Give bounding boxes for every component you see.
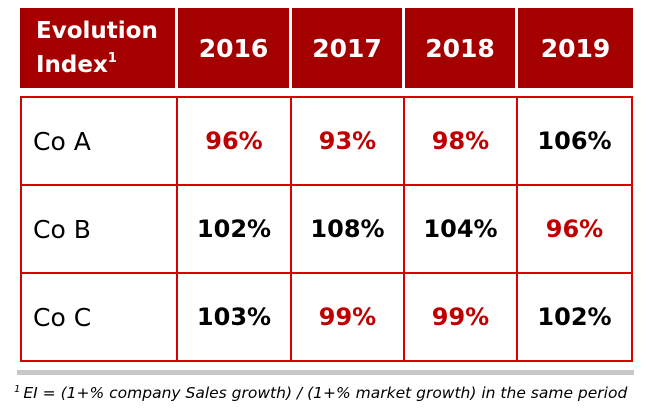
value-cell: 96% [178,96,292,186]
table-row: Co B 102% 108% 104% 96% [20,186,633,274]
header-footnote-marker: 1 [107,50,117,66]
value-cell: 106% [518,96,633,186]
evolution-index-table: Evolution Index1 2016 2017 2018 2019 Co … [20,8,633,362]
value-cell: 102% [518,274,633,362]
header-spacer-row [20,88,633,96]
header-spacer [20,88,633,96]
company-name-co-b: Co B [20,186,178,274]
table-row: Co A 96% 93% 98% 106% [20,96,633,186]
year-header-2019: 2019 [518,8,633,88]
footnote: 1 EI = (1+% company Sales growth) / (1+% … [14,384,639,402]
header-label-line2: Index [36,51,108,78]
value-cell: 98% [405,96,518,186]
value-cell: 99% [292,274,405,362]
table-row: Co C 103% 99% 99% 102% [20,274,633,362]
value-cell: 108% [292,186,405,274]
footnote-marker: 1 [14,384,21,395]
footnote-divider [17,370,634,375]
evolution-index-table-wrapper: Evolution Index1 2016 2017 2018 2019 Co … [20,8,633,362]
value-cell: 96% [518,186,633,274]
year-header-2017: 2017 [292,8,405,88]
value-cell: 102% [178,186,292,274]
year-header-2018: 2018 [405,8,518,88]
header-row: Evolution Index1 2016 2017 2018 2019 [20,8,633,88]
footnote-text: EI = (1+% company Sales growth) / (1+% m… [23,384,628,402]
company-name-co-a: Co A [20,96,178,186]
header-label-cell: Evolution Index1 [20,8,178,88]
company-name-co-c: Co C [20,274,178,362]
header-label-line1: Evolution [36,17,158,44]
value-cell: 93% [292,96,405,186]
value-cell: 103% [178,274,292,362]
year-header-2016: 2016 [178,8,292,88]
value-cell: 99% [405,274,518,362]
value-cell: 104% [405,186,518,274]
